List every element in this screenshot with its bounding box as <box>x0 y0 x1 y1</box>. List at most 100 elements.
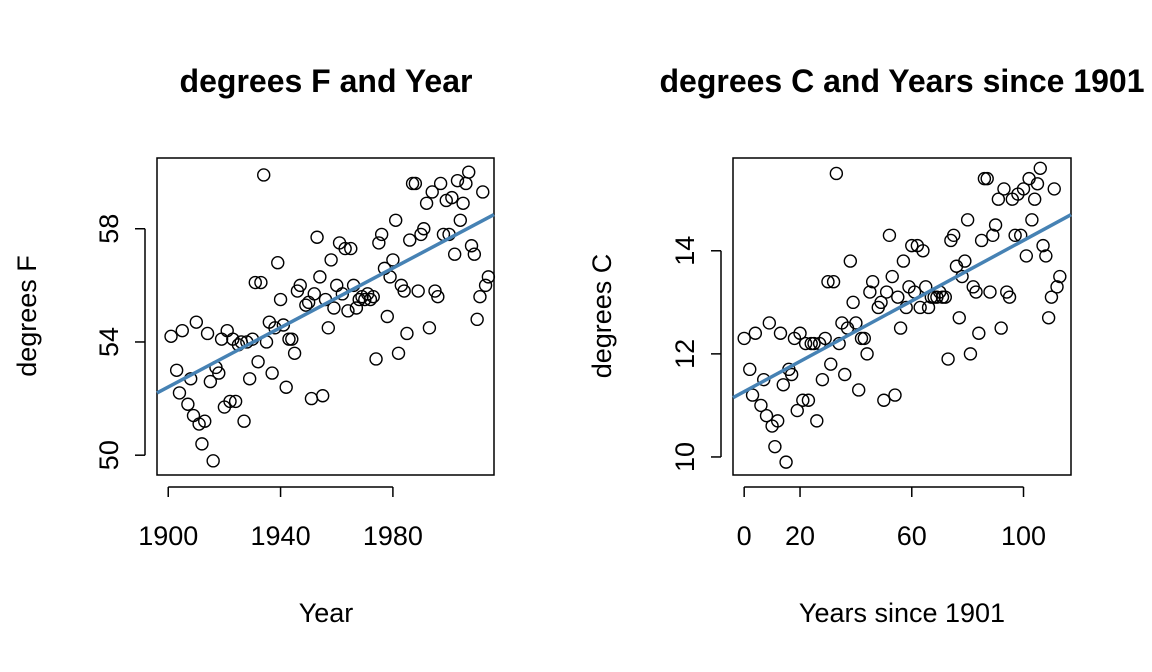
left-data-point <box>389 213 403 227</box>
right-y-axis-label: degrees C <box>587 254 617 379</box>
right-data-point <box>784 367 799 382</box>
left-y-tick-label: 54 <box>94 327 124 357</box>
left-data-point <box>276 318 291 332</box>
right-axes: 0 20 60 100 10 12 14 <box>670 236 1046 551</box>
left-plot-frame <box>156 157 495 476</box>
left-data-point <box>195 437 209 451</box>
right-data-point <box>807 336 821 351</box>
left-data-point <box>251 355 265 369</box>
right-data-point <box>759 409 774 423</box>
left-data-point <box>287 346 302 360</box>
right-data-point <box>988 218 1003 232</box>
left-data-point <box>366 289 380 304</box>
left-data-point <box>419 196 434 210</box>
left-data-point <box>476 185 490 199</box>
right-data-point <box>1025 213 1039 227</box>
right-data-point <box>843 254 858 268</box>
right-data-point <box>821 275 835 289</box>
right-data-point <box>921 300 936 315</box>
left-data-point <box>422 321 437 335</box>
right-x-tick-label: 100 <box>1001 521 1046 551</box>
left-data-point <box>447 247 462 261</box>
right-data-point <box>969 285 983 299</box>
right-data-point <box>941 352 955 366</box>
right-data-point <box>960 213 975 227</box>
left-data-point <box>481 270 496 284</box>
left-data-point <box>386 253 400 267</box>
right-data-point <box>1008 228 1022 243</box>
right-data-point <box>1019 249 1034 263</box>
right-data-point <box>874 295 888 310</box>
left-data-point <box>172 386 187 400</box>
left-data-point <box>254 275 268 290</box>
left-data-point <box>257 168 271 182</box>
left-data-point <box>315 389 330 403</box>
right-data-point <box>877 393 891 407</box>
right-data-point <box>938 290 952 304</box>
right-data-point <box>896 254 911 268</box>
left-data-point <box>411 284 425 298</box>
left-data-point <box>338 241 352 256</box>
right-data-point <box>991 192 1006 206</box>
right-data-point <box>745 388 760 402</box>
left-axes: 1900 1940 1980 50 54 58 <box>94 214 423 551</box>
left-data-point <box>273 292 288 307</box>
right-data-point <box>754 398 768 413</box>
right-data-point <box>1047 182 1061 196</box>
left-data-point <box>391 346 406 360</box>
right-plot-title: degrees C and Years since 1901 <box>659 63 1144 99</box>
right-data-point <box>776 378 790 392</box>
left-y-tick-label: 50 <box>94 440 124 470</box>
right-data-point <box>1044 290 1059 304</box>
left-y-axis-label: degrees F <box>12 255 42 377</box>
right-data-point <box>958 254 972 268</box>
left-data-point <box>335 287 350 301</box>
left-data-point <box>380 309 394 324</box>
right-y-tick-label: 12 <box>670 339 700 369</box>
right-x-tick-label: 20 <box>785 521 815 551</box>
left-data-point <box>470 312 484 327</box>
left-data-point <box>374 227 389 242</box>
left-data-point <box>285 332 299 346</box>
right-regression-line <box>732 213 1072 400</box>
left-data-point <box>456 196 470 210</box>
left-data-point <box>164 329 178 344</box>
left-data-point <box>327 301 341 315</box>
left-data-point <box>223 394 237 409</box>
right-data-point <box>796 393 810 407</box>
left-data-point <box>248 275 262 290</box>
left-data-point <box>431 289 445 304</box>
right-data-point <box>983 285 997 299</box>
left-data-point <box>169 363 184 377</box>
right-data-point <box>849 316 863 330</box>
right-plot-panel: degrees C and Years since 1901 Years sin… <box>587 63 1145 628</box>
left-data-point <box>206 454 220 468</box>
right-y-tick-label: 10 <box>670 442 700 472</box>
left-x-tick-label: 1940 <box>251 521 311 551</box>
left-data-point <box>299 298 313 312</box>
right-data-point <box>815 372 830 387</box>
right-data-point <box>762 316 777 330</box>
right-data-point <box>829 166 844 181</box>
right-fit-layer <box>732 213 1072 400</box>
right-data-point <box>1016 182 1031 196</box>
left-data-point <box>369 352 383 366</box>
left-fit-layer <box>156 213 495 395</box>
left-data-point <box>200 326 215 341</box>
left-data-point <box>341 304 355 318</box>
left-data-point <box>473 289 487 304</box>
right-data-point <box>1033 161 1047 176</box>
right-data-point <box>846 295 860 310</box>
right-data-point <box>893 321 908 335</box>
left-data-point <box>403 233 417 247</box>
right-data-point <box>879 285 894 299</box>
left-data-point <box>397 284 411 298</box>
right-data-point <box>1050 280 1064 294</box>
right-data-point <box>770 414 785 428</box>
left-data-point <box>242 372 257 386</box>
left-data-point <box>478 278 493 293</box>
right-data-point <box>986 228 1000 243</box>
right-data-point <box>882 228 897 243</box>
left-x-axis-label: Year <box>299 598 354 628</box>
